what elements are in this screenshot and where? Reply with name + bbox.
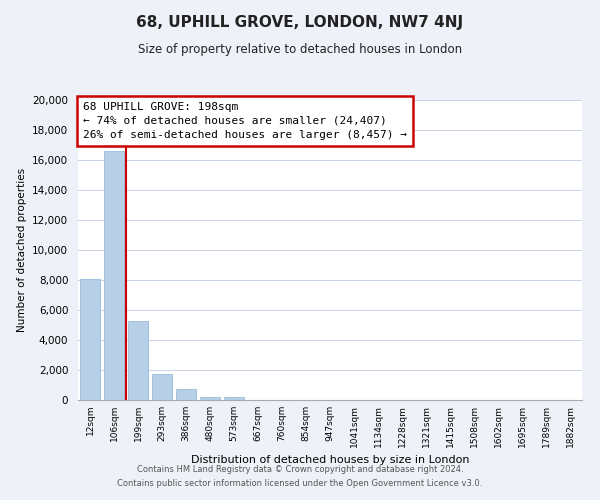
Bar (176, 389, 196, 400)
Bar (200, 396, 220, 400)
X-axis label: Distribution of detached houses by size in London: Distribution of detached houses by size … (191, 456, 469, 466)
Bar (128, 320, 148, 400)
Text: 68, UPHILL GROVE, LONDON, NW7 4NJ: 68, UPHILL GROVE, LONDON, NW7 4NJ (136, 15, 464, 30)
Bar (152, 374, 172, 400)
Text: 68 UPHILL GROVE: 198sqm
← 74% of detached houses are smaller (24,407)
26% of sem: 68 UPHILL GROVE: 198sqm ← 74% of detache… (83, 102, 407, 140)
Text: Contains HM Land Registry data © Crown copyright and database right 2024.
Contai: Contains HM Land Registry data © Crown c… (118, 466, 482, 487)
Bar (80, 278, 100, 400)
Bar (224, 397, 244, 400)
Text: Size of property relative to detached houses in London: Size of property relative to detached ho… (138, 42, 462, 56)
Y-axis label: Number of detached properties: Number of detached properties (17, 168, 26, 332)
Bar (104, 151, 124, 400)
